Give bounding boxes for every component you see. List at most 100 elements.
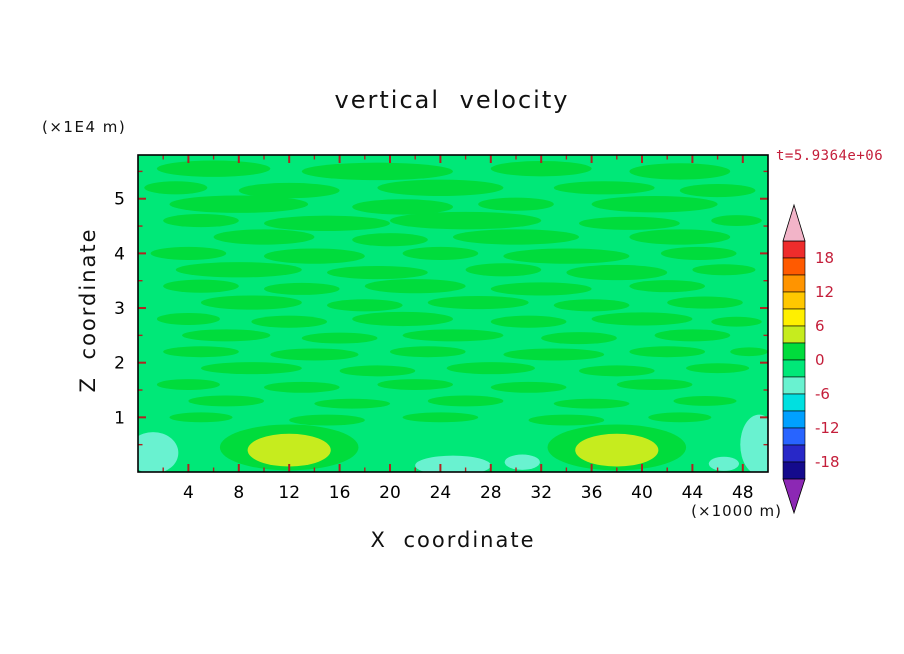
- colorbar-segment: [782, 427, 806, 446]
- contour-blob: [686, 363, 750, 374]
- z-tick-label: 1: [114, 408, 125, 428]
- x-axis-unit-label: (×1000 m): [691, 502, 782, 520]
- contour-blob: [402, 329, 504, 342]
- contour-blob: [364, 279, 466, 294]
- x-tick-label: 32: [530, 483, 552, 503]
- colorbar-label: -12: [815, 419, 840, 437]
- contour-blob: [504, 454, 540, 470]
- contour-blob: [629, 280, 705, 293]
- contour-blob: [264, 248, 365, 264]
- colorbar-over-arrow: [782, 203, 806, 242]
- contour-blob: [708, 456, 740, 471]
- chart-title: vertical velocity: [334, 86, 570, 114]
- contour-blob: [553, 181, 655, 195]
- contour-blob: [579, 365, 655, 377]
- contour-blob: [692, 264, 756, 276]
- x-tick-label: 40: [631, 483, 653, 503]
- contour-blob: [503, 248, 630, 264]
- z-tick-label: 2: [114, 354, 125, 374]
- contour-blob: [427, 296, 529, 310]
- x-tick-label: 16: [329, 483, 351, 503]
- contour-blob: [264, 282, 340, 295]
- contour-blob: [711, 215, 762, 227]
- z-tick-label: 5: [114, 190, 125, 210]
- contour-blob: [213, 229, 315, 245]
- contour-blob: [156, 160, 271, 177]
- contour-blob: [465, 263, 542, 277]
- z-tick-label: 3: [114, 299, 125, 319]
- colorbar-segment: [782, 359, 806, 378]
- contour-blob: [490, 381, 567, 393]
- contour-blob: [453, 229, 579, 245]
- colorbar-label: 18: [815, 249, 834, 267]
- contour-blob: [490, 315, 567, 328]
- contour-blob: [541, 332, 617, 345]
- contour-blob: [150, 246, 227, 260]
- contour-blob: [654, 329, 731, 342]
- colorbar-segment: [782, 274, 806, 293]
- contour-blob: [251, 315, 327, 328]
- contour-blob: [629, 163, 731, 180]
- colorbar-segment: [782, 308, 806, 327]
- contour-field: [138, 155, 768, 472]
- z-tick-label: 4: [114, 244, 125, 264]
- contour-blob: [175, 262, 302, 278]
- contour-blob: [503, 348, 605, 361]
- contour-blob: [352, 311, 453, 327]
- z-axis-label: Z coordinate: [76, 227, 100, 393]
- colorbar-segment: [782, 240, 806, 259]
- contour-blob: [270, 348, 359, 361]
- contour-blob: [163, 214, 239, 228]
- colorbar-label: 12: [815, 283, 834, 301]
- contour-blob: [169, 195, 309, 213]
- x-tick-label: 24: [430, 483, 452, 503]
- colorbar-segment: [782, 444, 806, 463]
- x-tick-label: 28: [480, 483, 502, 503]
- contour-blob: [201, 295, 302, 310]
- colorbar-label: -18: [815, 453, 840, 471]
- x-tick-label: 12: [278, 483, 300, 503]
- colorbar-segment: [782, 461, 806, 480]
- contour-blob: [490, 161, 592, 177]
- contour-blob: [553, 398, 630, 409]
- contour-blob: [553, 299, 630, 312]
- colorbar-segment: [782, 342, 806, 361]
- x-tick-label: 20: [379, 483, 401, 503]
- contour-blob: [740, 414, 768, 472]
- z-axis-unit-label: (×1E4 m): [42, 118, 127, 136]
- contour-blob: [629, 346, 705, 358]
- time-stamp-label: t=5.9364e+06: [776, 148, 884, 164]
- contour-blob: [415, 455, 491, 472]
- contour-blob: [660, 246, 737, 260]
- contour-blob: [327, 265, 428, 280]
- contour-blob: [673, 396, 737, 406]
- contour-blob: [591, 312, 693, 326]
- x-tick-label: 4: [183, 483, 194, 503]
- contour-blob: [528, 414, 605, 426]
- contour-blob: [169, 412, 233, 423]
- contour-blob: [264, 381, 340, 393]
- colorbar-label: 0: [815, 351, 825, 369]
- contour-blob: [390, 346, 466, 358]
- contour-blob: [201, 362, 302, 375]
- contour-blob: [402, 412, 479, 423]
- contour-blob: [144, 181, 208, 195]
- colorbar: 18 12 6 0 -6 -12 -18: [782, 203, 840, 515]
- contour-blob: [156, 312, 220, 325]
- colorbar-segment: [782, 376, 806, 395]
- colorbar-segment: [782, 291, 806, 310]
- contour-blob: [730, 347, 768, 357]
- contour-blob: [156, 379, 220, 391]
- contour-blob: [667, 296, 743, 309]
- colorbar-segment: [782, 393, 806, 412]
- contour-blob: [490, 282, 592, 296]
- contour-blob: [138, 432, 179, 472]
- x-tick-label: 48: [732, 483, 754, 503]
- contour-blob: [301, 332, 378, 344]
- contour-blob: [247, 433, 331, 467]
- contour-blob: [579, 216, 680, 230]
- contour-blob: [478, 197, 554, 211]
- contour-blob: [679, 183, 756, 198]
- contour-blob: [402, 246, 479, 260]
